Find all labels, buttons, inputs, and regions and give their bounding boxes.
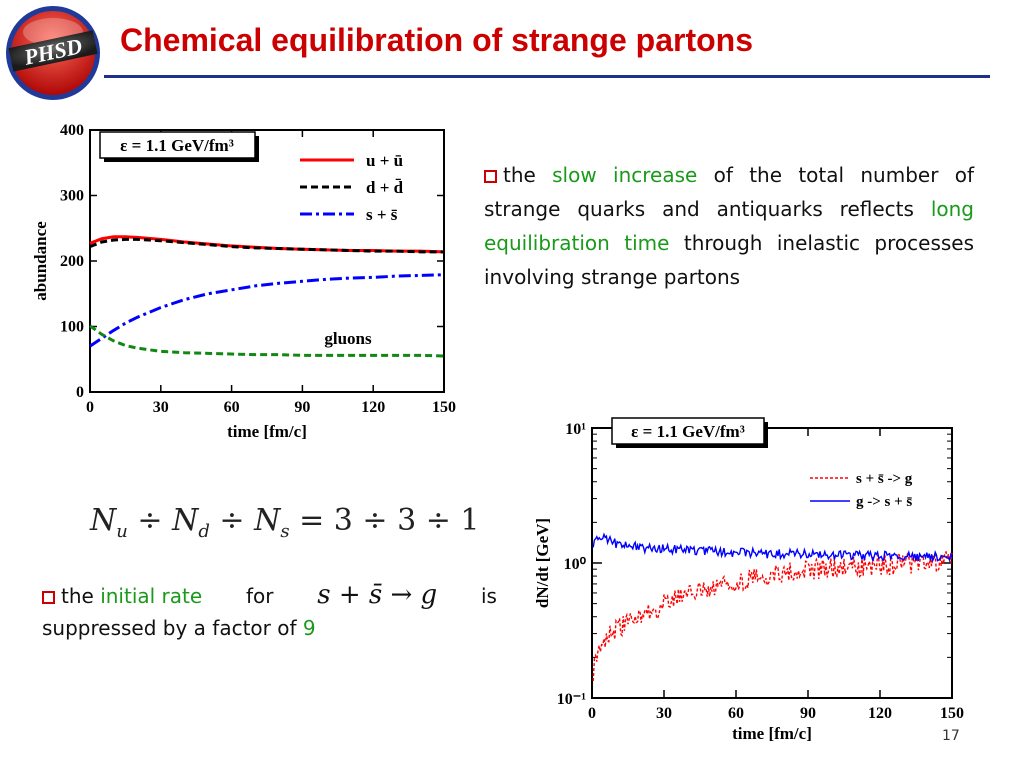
chart2-ytick-label: 10¹ <box>565 421 586 438</box>
phsd-logo: PHSD <box>6 6 100 100</box>
para2-text-pre: the <box>61 584 101 608</box>
chart2-ylabel: dN/dt [GeV] <box>533 518 552 608</box>
title-divider <box>104 75 990 78</box>
chart2-legend-label: g -> s + s̄ <box>856 494 913 510</box>
chart2-xtick-label: 90 <box>800 705 816 722</box>
chart2-xlabel: time [fm/c] <box>732 724 812 743</box>
chart1-ylabel: abundance <box>31 221 50 301</box>
chart1-series-line <box>89 273 445 348</box>
chart1-series-line <box>89 237 444 254</box>
slide-title: Chemical equilibration of strange parton… <box>120 22 753 58</box>
chart2-xtick-label: 60 <box>728 705 744 722</box>
abundance-chart: 0 30 60 90 120 150 0 100 200 300 400 ε = 1.1 GeV/f… <box>31 122 456 441</box>
chart2-xtick-label: 0 <box>588 705 596 722</box>
chart1-xtick-label: 60 <box>224 399 240 416</box>
chart2-ytick-label: 10⁻¹ <box>557 691 586 708</box>
chart2-xtick-label: 30 <box>656 705 672 722</box>
paragraph-slow-increase: the slow increase of the total number of… <box>484 158 974 294</box>
para1-highlight-slow-increase: slow increase <box>552 163 698 187</box>
para1-text-post: through inelastic processes involving st… <box>484 231 975 289</box>
paragraph-initial-rate: the initial rate for s + s̄ → g is <box>42 578 497 613</box>
chart1-legend-label: u + ū <box>366 151 403 170</box>
para1-highlight-equilibration-time: long equilibration time <box>484 197 974 255</box>
chart2-ytick-label: 10⁰ <box>564 556 587 573</box>
chart2-annotation: ε = 1.1 GeV/fm³ <box>631 422 745 441</box>
chart2-xtick-label: 120 <box>868 705 892 722</box>
para2-text-is: is <box>480 584 497 608</box>
chart2-series-line <box>592 550 953 682</box>
chart1-ytick-label: 400 <box>60 122 84 139</box>
page-number: 17 <box>942 728 960 744</box>
chart1-xtick-label: 150 <box>432 399 456 416</box>
chart1-series-line <box>89 324 445 358</box>
checkbox-bullet-icon <box>42 591 55 604</box>
chart1-legend-label: d + d̄ <box>366 178 404 197</box>
chart1-ytick-label: 0 <box>76 384 84 401</box>
chart2-annotation-box: ε = 1.1 GeV/fm³ <box>611 417 768 448</box>
quark-ratio-formula: Nu ÷ Nd ÷ Ns = 3 ÷ 3 ÷ 1 <box>90 503 480 542</box>
chart1-xtick-label: 0 <box>86 399 94 416</box>
chart1-xtick-label: 120 <box>361 399 385 416</box>
para2-reaction-formula: s + s̄ → g <box>317 580 438 610</box>
chart1-ytick-label: 300 <box>60 188 84 205</box>
chart2-series-line <box>592 532 953 563</box>
para1-text-pre: the <box>503 163 553 187</box>
para2-highlight-initial-rate: initial rate <box>100 584 203 608</box>
chart1-gluons-label: gluons <box>324 329 372 348</box>
chart1-ytick-label: 200 <box>60 253 84 270</box>
para2-text-suppressed: suppressed by a factor of <box>42 616 303 640</box>
para2-highlight-factor: 9 <box>302 616 316 640</box>
para2-text-for: for <box>245 584 274 608</box>
chart1-xtick-label: 30 <box>153 399 169 416</box>
chart1-xtick-label: 90 <box>294 399 310 416</box>
paragraph-initial-rate-line2: suppressed by a factor of 9 <box>42 611 497 645</box>
chart1-annotation: ε = 1.1 GeV/fm³ <box>120 136 234 155</box>
checkbox-bullet-icon <box>484 170 497 183</box>
chart1-annotation-box: ε = 1.1 GeV/fm³ <box>99 131 259 162</box>
para1-text-mid: of the total number of strange quarks an… <box>484 163 974 221</box>
chart1-legend-label: s + s̄ <box>366 205 398 224</box>
chart2-legend-label: s + s̄ -> g <box>856 471 913 487</box>
chart2-xtick-label: 150 <box>940 705 964 722</box>
chart1-xlabel: time [fm/c] <box>227 422 307 441</box>
chart1-ytick-label: 100 <box>60 319 84 336</box>
